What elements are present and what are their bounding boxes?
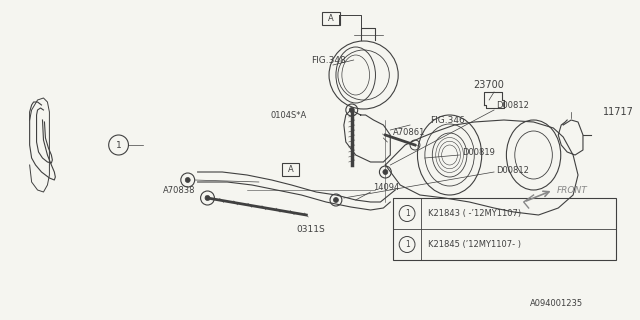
Bar <box>393 198 616 260</box>
Text: 1: 1 <box>404 240 410 249</box>
Text: K21845 (’12MY1107- ): K21845 (’12MY1107- ) <box>428 240 521 249</box>
Circle shape <box>185 178 190 182</box>
Text: 0104S*A: 0104S*A <box>270 110 307 119</box>
Text: FIG.348: FIG.348 <box>311 55 346 65</box>
Text: 23700: 23700 <box>474 80 504 90</box>
Text: FRONT: FRONT <box>556 186 587 195</box>
Text: A094001235: A094001235 <box>530 299 583 308</box>
FancyBboxPatch shape <box>282 163 300 176</box>
Text: K21843 ( -’12MY1107): K21843 ( -’12MY1107) <box>428 209 521 218</box>
Circle shape <box>349 108 354 113</box>
Text: A70861: A70861 <box>393 127 426 137</box>
Text: D00812: D00812 <box>496 100 529 109</box>
Circle shape <box>333 197 339 203</box>
Text: A70838: A70838 <box>163 186 196 195</box>
Text: D00812: D00812 <box>496 165 529 174</box>
Text: D00819: D00819 <box>463 148 495 156</box>
Circle shape <box>383 170 388 174</box>
Circle shape <box>205 196 210 201</box>
Text: 1: 1 <box>116 140 122 149</box>
Text: 0311S: 0311S <box>297 226 326 235</box>
Text: 1: 1 <box>404 209 410 218</box>
FancyBboxPatch shape <box>322 12 340 25</box>
Text: A: A <box>328 14 334 23</box>
Text: 11717: 11717 <box>603 107 634 117</box>
Text: 14094: 14094 <box>374 182 400 191</box>
Text: A: A <box>287 165 293 174</box>
Text: FIG.346: FIG.346 <box>430 116 465 124</box>
